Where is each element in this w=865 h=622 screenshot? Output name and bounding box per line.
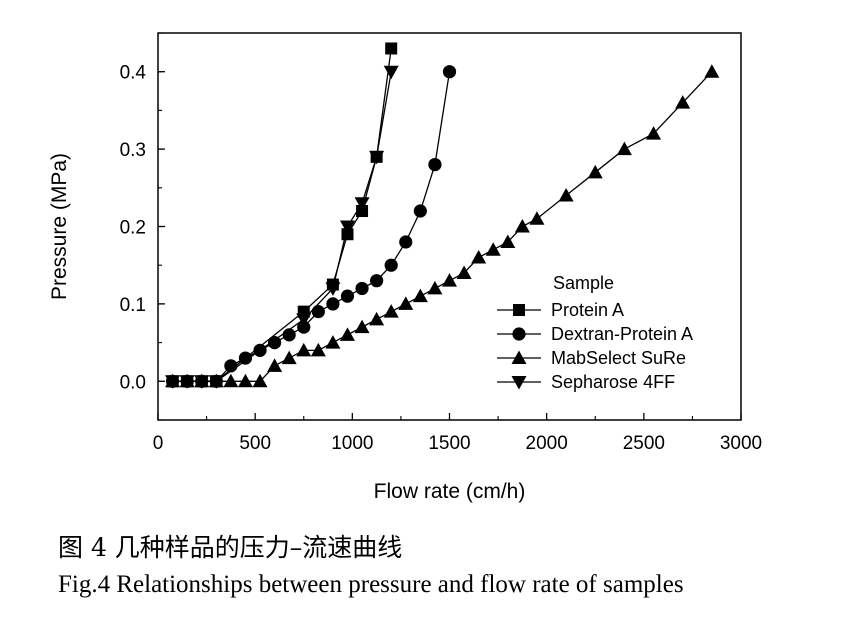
data-point — [325, 335, 341, 349]
data-point — [646, 126, 662, 140]
data-point — [194, 375, 210, 389]
x-axis-label: Flow rate (cm/h) — [374, 480, 526, 503]
x-tick-label: 500 — [239, 433, 271, 454]
y-axis-label: Pressure (MPa) — [48, 153, 71, 300]
data-point — [412, 288, 428, 303]
data-point — [616, 141, 632, 156]
legend-item: Sepharose 4FF — [497, 372, 675, 392]
data-point — [558, 188, 574, 202]
data-point — [223, 373, 239, 388]
data-point — [325, 282, 341, 296]
legend-label: Sepharose 4FF — [551, 372, 675, 392]
legend-marker — [513, 304, 525, 316]
series-line — [172, 71, 392, 382]
data-point — [296, 313, 312, 327]
legend-label: Protein A — [551, 300, 624, 320]
data-point — [354, 319, 370, 334]
data-point — [355, 281, 369, 296]
y-tick-label: 0.0 — [120, 372, 146, 393]
legend-marker — [511, 350, 527, 364]
series-dextran-protein-a — [165, 65, 457, 388]
legend-label: Dextran-Protein A — [551, 324, 693, 344]
x-tick-label: 3000 — [720, 433, 762, 454]
data-point — [237, 373, 253, 388]
data-point — [385, 42, 398, 55]
data-point — [442, 273, 457, 287]
data-point — [398, 296, 414, 310]
data-point — [267, 358, 283, 372]
y-tick-label: 0.2 — [120, 218, 146, 239]
data-point — [370, 274, 384, 288]
legend-marker — [511, 376, 527, 390]
data-point — [179, 375, 195, 389]
data-point — [529, 211, 545, 225]
x-tick-label: 2500 — [623, 433, 665, 454]
data-point — [281, 350, 297, 365]
x-tick-label: 2000 — [526, 433, 568, 454]
legend-marker — [512, 327, 526, 341]
y-tick-label: 0.3 — [120, 140, 146, 161]
caption-english: Fig.4 Relationships between pressure and… — [58, 571, 684, 598]
data-point — [238, 351, 253, 365]
data-point — [428, 157, 442, 172]
data-point — [383, 65, 399, 80]
data-point — [442, 65, 457, 79]
data-point — [268, 336, 282, 350]
axis-ticks: 0 500 1000 1500 2000 2500 3000 0.0 0.1 0.2 0.3 0.4 — [120, 32, 762, 454]
data-point — [297, 320, 311, 334]
data-point — [310, 342, 326, 357]
data-point — [311, 305, 325, 319]
data-point — [587, 164, 603, 179]
data-point — [369, 311, 385, 326]
legend-item: Dextran-Protein A — [497, 324, 693, 344]
data-point — [340, 289, 355, 303]
data-point — [296, 342, 312, 357]
y-tick-label: 0.1 — [120, 295, 146, 316]
caption-chinese: 图 4 几种样品的压力–流速曲线 — [58, 533, 403, 562]
legend-title: Sample — [553, 273, 614, 293]
data-point — [326, 297, 340, 311]
data-point — [456, 265, 472, 279]
y-tick-label: 0.4 — [120, 63, 147, 84]
x-tick-label: 1500 — [428, 433, 470, 454]
data-point — [354, 197, 370, 211]
data-point — [252, 373, 268, 388]
data-point — [704, 64, 720, 78]
legend-item: MabSelect SuRe — [497, 348, 686, 368]
data-point — [165, 375, 181, 389]
series-line — [172, 71, 451, 382]
data-point — [383, 304, 399, 318]
data-point — [514, 219, 530, 233]
series-layer — [165, 42, 720, 389]
data-point — [369, 150, 385, 165]
legend-label: MabSelect SuRe — [551, 348, 686, 368]
data-point — [500, 234, 516, 248]
series-sepharose-4ff — [165, 65, 399, 389]
legend: Sample Protein A Dextran-Protein A MabSele… — [497, 273, 693, 392]
data-point — [471, 249, 487, 264]
data-point — [384, 258, 398, 272]
data-point — [427, 280, 443, 295]
data-point — [339, 327, 355, 341]
data-point — [485, 242, 501, 256]
data-point — [413, 204, 427, 218]
data-point — [399, 235, 413, 249]
x-tick-label: 1000 — [331, 433, 373, 454]
data-point — [675, 95, 691, 109]
data-point — [208, 375, 224, 389]
legend-item: Protein A — [497, 300, 624, 320]
pressure-flow-chart: 0 500 1000 1500 2000 2500 30000.00.10.20.30.4 … — [48, 32, 762, 503]
data-point — [339, 220, 355, 234]
x-tick-label: 0 — [153, 433, 164, 454]
